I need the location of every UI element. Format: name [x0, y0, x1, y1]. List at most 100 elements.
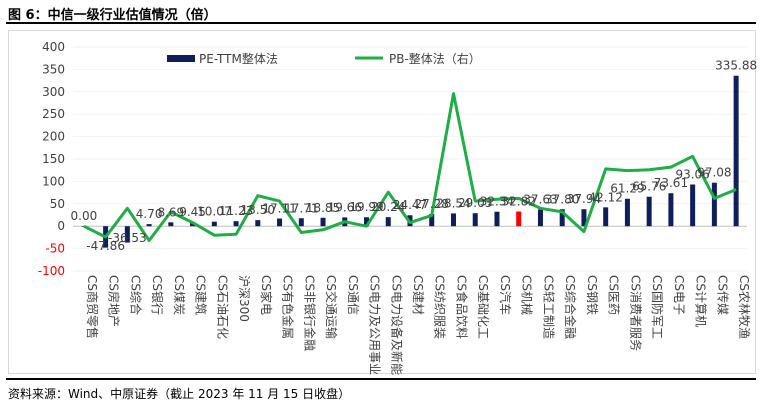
pe-data-label: 9.45 — [179, 205, 206, 219]
x-tick-label: CS交通运输 — [324, 275, 339, 339]
legend-pe-label: PE-TTM整体法 — [199, 51, 278, 66]
pe-data-label: 73.61 — [654, 176, 688, 190]
pe-data-label: 97.08 — [697, 166, 731, 180]
pe-data-label: 93.06 — [675, 168, 709, 182]
x-tick-label: CS电力及公用事业 — [368, 275, 382, 375]
x-tick-label: CS电力设备及新能源 — [389, 275, 404, 375]
x-tick-label: CS石油石化 — [215, 275, 229, 339]
x-tick-label: CS机械 — [520, 275, 535, 315]
pe-data-label: 65.76 — [632, 180, 666, 194]
x-tick-label: 沪深300 — [237, 275, 251, 322]
source-note: 资料来源：Wind、中原证券（截止 2023 年 11 月 15 日收盘） — [8, 387, 351, 401]
y-tick-label: -100 — [38, 264, 65, 278]
y-tick-label: 0 — [57, 219, 65, 233]
pe-data-label: -36.53 — [108, 231, 147, 245]
pe-data-label: 8.69 — [157, 205, 184, 219]
pe-data-label: 27.28 — [415, 197, 449, 211]
y-axis-ticks: 400 350 300 250 200 150 100 50 0 -50 -100 — [38, 40, 65, 278]
x-tick-label: CS传媒 — [715, 275, 730, 315]
x-tick-label: CS综合 — [128, 275, 143, 315]
pb-series-line — [83, 92, 737, 242]
pe-bar — [255, 220, 261, 227]
pe-data-label: 42.12 — [588, 190, 622, 204]
x-tick-label: CS计算机 — [694, 275, 709, 327]
pe-bar — [494, 211, 500, 227]
pe-bar — [320, 217, 326, 227]
pe-data-label: 19.66 — [328, 200, 362, 214]
legend-bar-swatch — [167, 55, 195, 62]
x-tick-label: CS家电 — [259, 275, 274, 315]
pe-bar — [668, 193, 674, 227]
pe-data-label: 20.24 — [371, 200, 405, 214]
figure-title: 图 6：中信一级行业估值情况（倍） — [8, 8, 217, 23]
pe-bar — [277, 218, 283, 227]
x-tick-label: CS轻工制造 — [541, 275, 555, 339]
pe-data-label: 37.80 — [545, 192, 579, 206]
bar-data-labels: 0.00 -47.86-36.53 4.708.699.4510.0711.2313… — [71, 59, 757, 253]
pe-data-label: 32.82 — [502, 194, 536, 208]
pe-data-label: 29.03 — [458, 196, 492, 210]
pe-bar — [690, 184, 696, 227]
pe-data-label: 37.63 — [523, 192, 557, 206]
pe-bar — [559, 209, 565, 227]
pe-data-label: 61.29 — [610, 182, 644, 196]
x-tick-label: CS建筑 — [194, 275, 209, 315]
pe-data-label: 19.99 — [349, 200, 383, 214]
y-tick-label: 200 — [42, 130, 65, 144]
y-tick-label: 150 — [42, 152, 65, 166]
pe-data-label: 4.70 — [136, 207, 163, 221]
x-tick-label: CS煤炭 — [172, 275, 186, 315]
pe-bar — [646, 196, 652, 227]
x-axis-ticks: CS商贸零售 CS房地产 CS综合 CS银行 CS煤炭 CS建筑 CS石油石化 沪深300 CS… — [85, 275, 751, 375]
pe-data-label: -47.86 — [86, 239, 125, 253]
pe-bar — [603, 207, 609, 227]
x-tick-label: CS纺织服装 — [433, 275, 447, 339]
pe-data-label: 0.00 — [71, 209, 98, 223]
pe-data-label: 13.50 — [241, 203, 275, 217]
pe-bar — [298, 218, 304, 227]
y-tick-label: 100 — [42, 174, 65, 188]
pe-data-label: 335.88 — [715, 59, 757, 73]
x-tick-label: CS综合金融 — [563, 275, 578, 339]
pe-bar — [472, 213, 478, 227]
y-tick-label: 350 — [42, 62, 65, 76]
y-tick-label: 250 — [42, 107, 65, 121]
pe-bars — [81, 75, 739, 248]
x-tick-label: CS通信 — [346, 275, 360, 315]
legend: PE-TTM整体法 PB-整体法（右） — [167, 51, 481, 66]
x-tick-label: CS有色金属 — [281, 275, 296, 339]
pe-data-label: 28.54 — [436, 196, 470, 210]
grid — [73, 46, 747, 272]
pe-bar — [124, 226, 130, 243]
pe-bar — [450, 213, 456, 227]
y-tick-label: 300 — [42, 85, 65, 99]
pe-bar — [211, 221, 217, 227]
x-tick-label: CS非银行金融 — [302, 275, 317, 351]
x-tick-label: CS医药 — [607, 275, 621, 315]
top-rule — [6, 22, 756, 24]
x-tick-label: CS建材 — [411, 275, 425, 315]
x-tick-label: CS房地产 — [107, 275, 122, 327]
pe-bar — [711, 182, 717, 227]
pe-bar — [168, 222, 174, 227]
pb-line — [83, 92, 737, 242]
x-tick-label: CS钢铁 — [585, 275, 599, 315]
pe-data-label: 37.94 — [567, 192, 601, 206]
bottom-rule — [6, 378, 756, 380]
x-tick-label: CS农林牧渔 — [737, 275, 751, 339]
pe-bar — [146, 224, 152, 227]
y-tick-label: 50 — [50, 197, 65, 211]
pe-bar — [537, 209, 543, 227]
x-tick-label: CS消费者服务 — [628, 275, 643, 351]
pe-bar — [624, 198, 630, 227]
pe-data-label: 32.34 — [480, 195, 514, 209]
pe-data-label: 17.11 — [262, 202, 296, 216]
x-tick-label: CS国防军工 — [650, 275, 665, 339]
pe-bar — [233, 221, 239, 227]
x-tick-label: CS银行 — [150, 275, 164, 315]
valuation-chart: 400 350 300 250 200 150 100 50 0 -50 -100 0.00 -47.… — [38, 40, 757, 375]
pe-bar — [516, 211, 522, 227]
pe-bar — [364, 217, 370, 227]
x-tick-label: CS基础化工 — [476, 275, 490, 339]
y-tick-label: 400 — [42, 40, 65, 54]
